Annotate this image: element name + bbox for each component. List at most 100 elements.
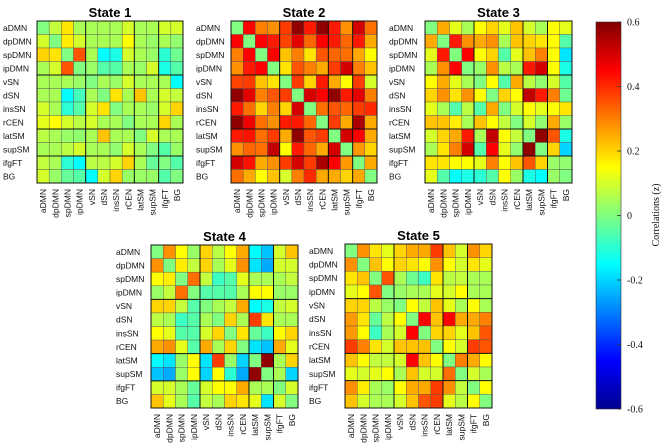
heatmap-cell — [236, 312, 250, 327]
heatmap-cell — [381, 380, 395, 395]
heatmap-cell — [109, 128, 123, 143]
heatmap-cell — [255, 115, 268, 130]
heatmap-cell — [340, 101, 353, 116]
heatmap-cell — [267, 74, 280, 89]
heatmap-cell — [61, 155, 74, 170]
heatmap-cell — [418, 366, 431, 381]
heatmap-cell — [279, 101, 293, 116]
heatmap-cell — [424, 155, 438, 170]
heatmap-cell — [158, 88, 172, 103]
heatmap-cell — [437, 34, 450, 49]
heatmap-cell — [430, 353, 444, 368]
heatmap-cell — [352, 74, 366, 89]
heatmap-cell — [467, 298, 480, 313]
heatmap-cell — [424, 169, 438, 184]
heatmap-cell — [242, 101, 256, 116]
heatmap-cell — [442, 312, 456, 327]
heatmap-cell — [344, 243, 358, 258]
heatmap-cell — [224, 353, 237, 368]
heatmap-cell — [352, 20, 366, 35]
row-label: supSM — [3, 144, 29, 154]
heatmap-cell — [187, 299, 201, 314]
heatmap-cell — [486, 47, 499, 62]
heatmap-cell — [510, 47, 524, 62]
heatmap-cell — [134, 34, 147, 49]
heatmap-cell — [381, 394, 395, 409]
column-label: dSN — [213, 414, 223, 431]
heatmap-cell — [424, 74, 438, 89]
heatmap-cell — [535, 74, 548, 89]
heatmap-cell — [449, 34, 462, 49]
heatmap-cell — [36, 61, 50, 76]
heatmap-cell — [467, 284, 480, 299]
column-label: vSN — [395, 414, 405, 430]
heatmap-cell — [279, 34, 293, 49]
heatmap-cell — [498, 115, 511, 130]
heatmap-cell — [461, 74, 475, 89]
heatmap-cell — [248, 285, 262, 300]
heatmap-cell — [393, 325, 407, 340]
heatmap-cell — [393, 339, 407, 354]
heatmap-cell — [369, 339, 382, 354]
heatmap-cell — [285, 394, 299, 409]
heatmap-cell — [510, 61, 524, 76]
heatmap-cell — [344, 380, 358, 395]
column-label: aDMN — [232, 189, 242, 213]
heatmap-cell — [344, 366, 358, 381]
colorbar: 0.6 0.4 0.2 0 -0.2 -0.4 -0.6 Correlations (z) — [595, 18, 662, 416]
heatmap-cell — [134, 101, 147, 116]
heatmap-cell — [352, 47, 366, 62]
heatmap-cell — [285, 339, 299, 354]
heatmap-cell — [134, 142, 147, 157]
row-label: dSN — [196, 90, 213, 100]
heatmap-cell — [150, 353, 164, 368]
heatmap-cell — [85, 88, 99, 103]
column-label: ifgFT — [160, 189, 170, 208]
heatmap-cell — [73, 115, 86, 130]
heatmap-cell — [455, 339, 468, 354]
heatmap-cell — [547, 61, 560, 76]
heatmap-cell — [510, 142, 524, 157]
heatmap-cell — [437, 61, 450, 76]
heatmap-cell — [48, 88, 62, 103]
heatmap-cell — [163, 258, 176, 273]
heatmap-cell — [357, 380, 370, 395]
heatmap-cell — [315, 47, 329, 62]
heatmap-cell — [146, 155, 159, 170]
heatmap-cell — [418, 243, 431, 258]
heatmap-cell — [406, 353, 419, 368]
heatmap-cell — [486, 155, 499, 170]
heatmap-cell — [315, 142, 329, 157]
heatmap-cell — [486, 20, 499, 35]
heatmap-cell — [134, 169, 147, 184]
heatmap-cell — [163, 326, 176, 341]
heatmap-cell — [146, 74, 159, 89]
heatmap-cell — [85, 155, 99, 170]
row-label: vSN — [309, 301, 325, 311]
heatmap-cell — [255, 20, 268, 35]
heatmap-cell — [97, 142, 111, 157]
heatmap-cell — [236, 394, 250, 409]
heatmap-cell — [473, 61, 487, 76]
heatmap-cell — [36, 142, 50, 157]
heatmap-cell — [406, 298, 419, 313]
heatmap-cell — [357, 271, 370, 286]
heatmap-cell — [121, 61, 135, 76]
heatmap-cell — [369, 366, 382, 381]
heatmap-cell — [424, 128, 438, 143]
heatmap-cell — [36, 101, 50, 116]
row-label: spDMN — [116, 274, 144, 284]
heatmap-cell — [467, 353, 480, 368]
heatmap-cell — [522, 74, 536, 89]
heatmap-cell — [212, 244, 225, 259]
heatmap-cell — [430, 312, 444, 327]
heatmap-cell — [467, 339, 480, 354]
heatmap-cell — [85, 34, 99, 49]
heatmap-cell — [158, 142, 172, 157]
column-label: supSM — [148, 189, 158, 215]
heatmap-cell — [158, 169, 172, 184]
heatmap-cell — [352, 128, 366, 143]
heatmap-cell — [158, 128, 172, 143]
heatmap-cell — [393, 243, 407, 258]
heatmap-cell — [230, 142, 244, 157]
